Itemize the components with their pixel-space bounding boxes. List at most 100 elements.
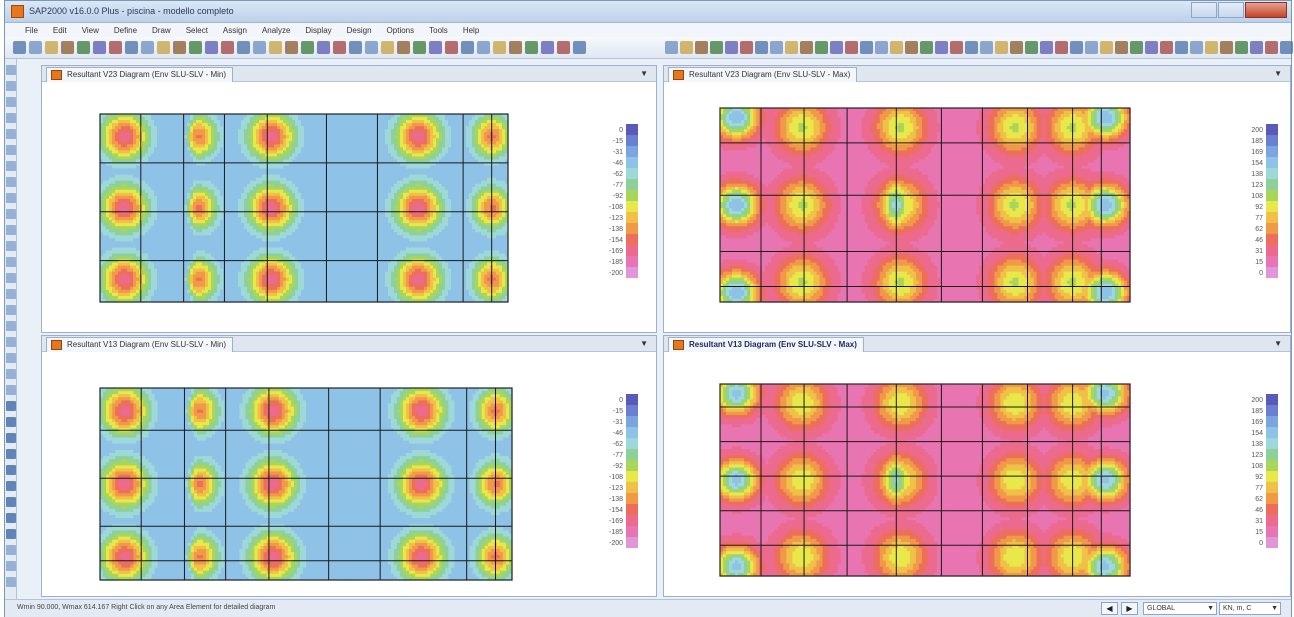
toolbar-tool-icon[interactable] [1085,41,1098,54]
draw-tool-icon[interactable] [6,385,16,395]
toolbar-tool-icon[interactable] [93,41,106,54]
toolbar-tool-icon[interactable] [725,41,738,54]
toolbar-tool-icon[interactable] [920,41,933,54]
toolbar-tool-icon[interactable] [1190,41,1203,54]
menu-draw[interactable]: Draw [152,26,171,35]
toolbar-tool-icon[interactable] [1040,41,1053,54]
contour-plot-v13-min[interactable]: 0 -15 -31 -46 -62 -77 -92 -108 -123 -138 -154 -169 -… [42,352,656,596]
tab-v13-min[interactable]: Resultant V13 Diagram (Env SLU-SLV - Min… [46,337,234,352]
toolbar-tool-icon[interactable] [695,41,708,54]
toolbar-tool-icon[interactable] [875,41,888,54]
toolbar-tool-icon[interactable] [205,41,218,54]
draw-tool-icon[interactable] [6,65,16,75]
toolbar-tool-icon[interactable] [237,41,250,54]
toolbar-tool-icon[interactable] [477,41,490,54]
toolbar-tool-icon[interactable] [815,41,828,54]
toolbar-tool-icon[interactable] [845,41,858,54]
menu-edit[interactable]: Edit [53,26,67,35]
draw-tool-icon[interactable] [6,241,16,251]
close-tab-icon[interactable] [51,70,62,80]
draw-tool-icon[interactable] [6,257,16,267]
draw-tool-icon[interactable] [6,209,16,219]
toolbar-tool-icon[interactable] [381,41,394,54]
draw-tool-icon[interactable] [6,305,16,315]
draw-tool-icon[interactable] [6,129,16,139]
draw-tool-icon[interactable] [6,321,16,331]
next-step-button[interactable]: ▶ [1121,602,1138,615]
draw-tool-icon[interactable] [6,417,16,427]
toolbar-tool-icon[interactable] [77,41,90,54]
contour-plot-v23-min[interactable]: 0 -15 -31 -46 -62 -77 -92 -108 -123 -138 -154 -169 -… [42,82,656,332]
toolbar-tool-icon[interactable] [680,41,693,54]
toolbar-tool-icon[interactable] [509,41,522,54]
toolbar-tool-icon[interactable] [665,41,678,54]
draw-tool-icon[interactable] [6,177,16,187]
toolbar-tool-icon[interactable] [445,41,458,54]
toolbar-tool-icon[interactable] [253,41,266,54]
draw-tool-icon[interactable] [6,337,16,347]
maximize-button[interactable] [1218,2,1244,18]
toolbar-tool-icon[interactable] [429,41,442,54]
close-tab-icon[interactable] [51,340,62,350]
contour-plot-v23-max[interactable]: 200 185 169 154 138 123 108 92 77 62 46 31 15 0 [664,82,1290,332]
toolbar-tool-icon[interactable] [301,41,314,54]
menu-options[interactable]: Options [387,26,415,35]
toolbar-tool-icon[interactable] [269,41,282,54]
toolbar-tool-icon[interactable] [740,41,753,54]
minimize-button[interactable] [1191,2,1217,18]
toolbar-tool-icon[interactable] [317,41,330,54]
toolbar-tool-icon[interactable] [935,41,948,54]
draw-tool-icon[interactable] [6,561,16,571]
draw-tool-icon[interactable] [6,481,16,491]
draw-tool-icon[interactable] [6,81,16,91]
menu-analyze[interactable]: Analyze [262,26,290,35]
draw-tool-icon[interactable] [6,225,16,235]
toolbar-tool-icon[interactable] [221,41,234,54]
draw-tool-icon[interactable] [6,369,16,379]
toolbar-tool-icon[interactable] [1115,41,1128,54]
draw-tool-icon[interactable] [6,433,16,443]
toolbar-tool-icon[interactable] [125,41,138,54]
toolbar-tool-icon[interactable] [557,41,570,54]
toolbar-tool-icon[interactable] [397,41,410,54]
toolbar-tool-icon[interactable] [493,41,506,54]
draw-tool-icon[interactable] [6,513,16,523]
close-tab-icon[interactable] [673,70,684,80]
panel-menu-arrow-icon[interactable]: ▼ [1274,69,1282,78]
toolbar-tool-icon[interactable] [1280,41,1293,54]
draw-tool-icon[interactable] [6,497,16,507]
toolbar-tool-icon[interactable] [830,41,843,54]
toolbar-tool-icon[interactable] [950,41,963,54]
menu-design[interactable]: Design [347,26,372,35]
draw-tool-icon[interactable] [6,545,16,555]
toolbar-tool-icon[interactable] [13,41,26,54]
toolbar-tool-icon[interactable] [1265,41,1278,54]
menu-select[interactable]: Select [186,26,208,35]
toolbar-tool-icon[interactable] [29,41,42,54]
tab-v13-max[interactable]: Resultant V13 Diagram (Env SLU-SLV - Max… [668,337,864,352]
panel-menu-arrow-icon[interactable]: ▼ [640,69,648,78]
menu-define[interactable]: Define [114,26,137,35]
toolbar-tool-icon[interactable] [755,41,768,54]
toolbar-tool-icon[interactable] [1205,41,1218,54]
menu-file[interactable]: File [25,26,38,35]
draw-tool-icon[interactable] [6,161,16,171]
toolbar-tool-icon[interactable] [1070,41,1083,54]
menu-view[interactable]: View [82,26,99,35]
toolbar-tool-icon[interactable] [710,41,723,54]
draw-tool-icon[interactable] [6,449,16,459]
toolbar-tool-icon[interactable] [1055,41,1068,54]
toolbar-tool-icon[interactable] [109,41,122,54]
toolbar-tool-icon[interactable] [1220,41,1233,54]
toolbar-tool-icon[interactable] [525,41,538,54]
toolbar-tool-icon[interactable] [800,41,813,54]
draw-tool-icon[interactable] [6,289,16,299]
draw-tool-icon[interactable] [6,113,16,123]
toolbar-tool-icon[interactable] [1160,41,1173,54]
tab-v23-min[interactable]: Resultant V23 Diagram (Env SLU-SLV - Min… [46,67,234,82]
toolbar-tool-icon[interactable] [541,41,554,54]
prev-step-button[interactable]: ◀ [1101,602,1118,615]
toolbar-tool-icon[interactable] [1025,41,1038,54]
menu-display[interactable]: Display [305,26,331,35]
menu-assign[interactable]: Assign [223,26,247,35]
